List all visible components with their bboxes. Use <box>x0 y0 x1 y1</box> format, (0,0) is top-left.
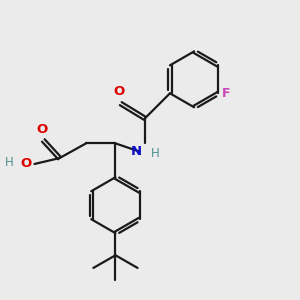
Text: H: H <box>151 147 160 160</box>
Text: O: O <box>114 85 125 98</box>
Text: F: F <box>222 87 230 100</box>
Text: H: H <box>4 156 13 169</box>
Text: N: N <box>131 145 142 158</box>
Text: O: O <box>36 123 47 136</box>
Text: O: O <box>20 158 32 170</box>
